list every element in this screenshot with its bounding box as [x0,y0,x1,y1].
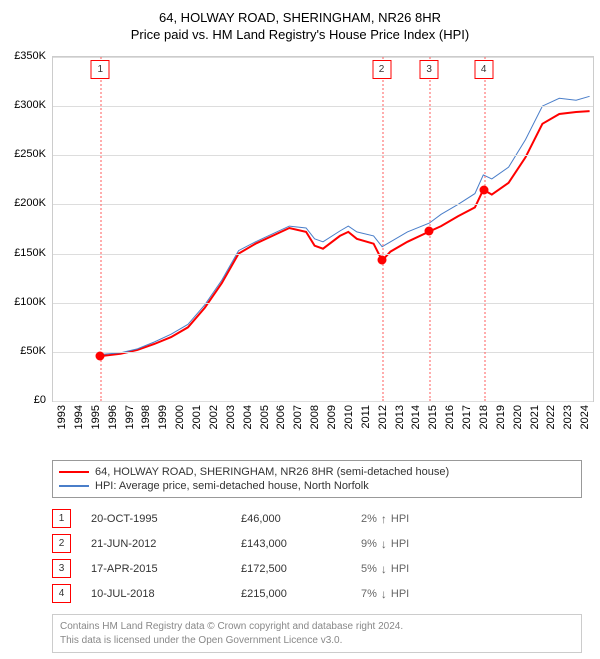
sale-date: 10-JUL-2018 [91,588,241,600]
legend-label: 64, HOLWAY ROAD, SHERINGHAM, NR26 8HR (s… [95,466,449,478]
title-main: 64, HOLWAY ROAD, SHERINGHAM, NR26 8HR [6,10,594,25]
x-tick-label: 2019 [495,405,507,437]
x-tick-label: 2008 [309,405,321,437]
x-tick-label: 2009 [326,405,338,437]
sale-number-badge: 3 [52,559,71,578]
x-tick-label: 2012 [377,405,389,437]
x-tick-label: 2022 [545,405,557,437]
sale-price: £215,000 [241,588,361,600]
x-tick-label: 2006 [275,405,287,437]
sale-hpi-diff: 7%↓HPI [361,587,409,601]
sale-number-badge: 1 [52,509,71,528]
x-tick-label: 1996 [107,405,119,437]
sale-point [377,256,386,265]
sale-marker-badge: 3 [420,60,439,79]
sale-date: 20-OCT-1995 [91,513,241,525]
plot-region: 1 2 3 4 [52,56,594,402]
x-tick-label: 2007 [292,405,304,437]
x-tick-label: 1994 [73,405,85,437]
y-tick-label: £250K [14,148,46,160]
y-tick-label: £200K [14,197,46,209]
sale-row: 2 21-JUN-2012£143,0009%↓HPI [52,531,582,556]
x-tick-label: 1997 [124,405,136,437]
legend: 64, HOLWAY ROAD, SHERINGHAM, NR26 8HR (s… [52,460,582,498]
sale-marker-badge: 2 [372,60,391,79]
x-tick-label: 2002 [208,405,220,437]
y-axis-labels: £0 £50K £100K £150K £200K £250K £300K £350K [6,50,50,410]
x-tick-label: 2017 [461,405,473,437]
sale-hpi-diff: 5%↓HPI [361,562,409,576]
x-tick-label: 2005 [259,405,271,437]
sale-row: 3 17-APR-2015£172,5005%↓HPI [52,556,582,581]
x-tick-label: 2015 [427,405,439,437]
y-tick-label: £350K [14,50,46,62]
y-tick-label: £100K [14,296,46,308]
x-tick-label: 2001 [191,405,203,437]
x-tick-label: 1993 [56,405,68,437]
sales-table: 1 20-OCT-1995£46,0002%↑HPI 2 21-JUN-2012£14… [52,506,582,606]
sale-marker-line [382,57,384,401]
x-tick-label: 2004 [242,405,254,437]
sale-price: £46,000 [241,513,361,525]
legend-item: HPI: Average price, semi-detached house,… [59,479,575,493]
x-tick-label: 1999 [157,405,169,437]
line-plot-svg [53,57,593,401]
sale-marker-badge: 1 [91,60,110,79]
arrow-down-icon: ↓ [381,537,387,551]
arrow-down-icon: ↓ [381,562,387,576]
x-tick-label: 2013 [394,405,406,437]
sale-price: £143,000 [241,538,361,550]
sale-price: £172,500 [241,563,361,575]
sale-row: 4 10-JUL-2018£215,0007%↓HPI [52,581,582,606]
sale-row: 1 20-OCT-1995£46,0002%↑HPI [52,506,582,531]
sale-date: 17-APR-2015 [91,563,241,575]
x-tick-label: 2010 [343,405,355,437]
legend-label: HPI: Average price, semi-detached house,… [95,480,369,492]
y-tick-label: £300K [14,99,46,111]
x-tick-label: 1998 [140,405,152,437]
y-tick-label: £150K [14,247,46,259]
arrow-up-icon: ↑ [381,512,387,526]
title-sub: Price paid vs. HM Land Registry's House … [6,27,594,42]
arrow-down-icon: ↓ [381,587,387,601]
footer-line-2: This data is licensed under the Open Gov… [60,634,574,648]
y-tick-label: £50K [20,345,46,357]
series-line [100,111,589,356]
sale-number-badge: 2 [52,534,71,553]
footer-line-1: Contains HM Land Registry data © Crown c… [60,620,574,634]
sale-number-badge: 4 [52,584,71,603]
sale-point [425,227,434,236]
legend-item: 64, HOLWAY ROAD, SHERINGHAM, NR26 8HR (s… [59,465,575,479]
sale-date: 21-JUN-2012 [91,538,241,550]
x-tick-label: 2003 [225,405,237,437]
x-tick-label: 2018 [478,405,490,437]
legend-swatch [59,485,89,487]
x-tick-label: 2014 [410,405,422,437]
x-tick-label: 2021 [529,405,541,437]
x-tick-label: 2000 [174,405,186,437]
legend-swatch [59,471,89,473]
x-tick-label: 2011 [360,405,372,437]
x-tick-label: 2023 [562,405,574,437]
sale-marker-line [100,57,102,401]
sale-marker-badge: 4 [474,60,493,79]
series-line [100,96,589,355]
sale-point [96,351,105,360]
x-tick-label: 2016 [444,405,456,437]
x-tick-label: 1995 [90,405,102,437]
sale-hpi-diff: 9%↓HPI [361,537,409,551]
sale-point [479,185,488,194]
y-tick-label: £0 [34,394,46,406]
x-tick-label: 2024 [579,405,591,437]
sale-marker-line [484,57,486,401]
x-tick-label: 2020 [512,405,524,437]
chart-area: £0 £50K £100K £150K £200K £250K £300K £350K 1 2 3… [6,50,594,410]
sale-hpi-diff: 2%↑HPI [361,512,409,526]
